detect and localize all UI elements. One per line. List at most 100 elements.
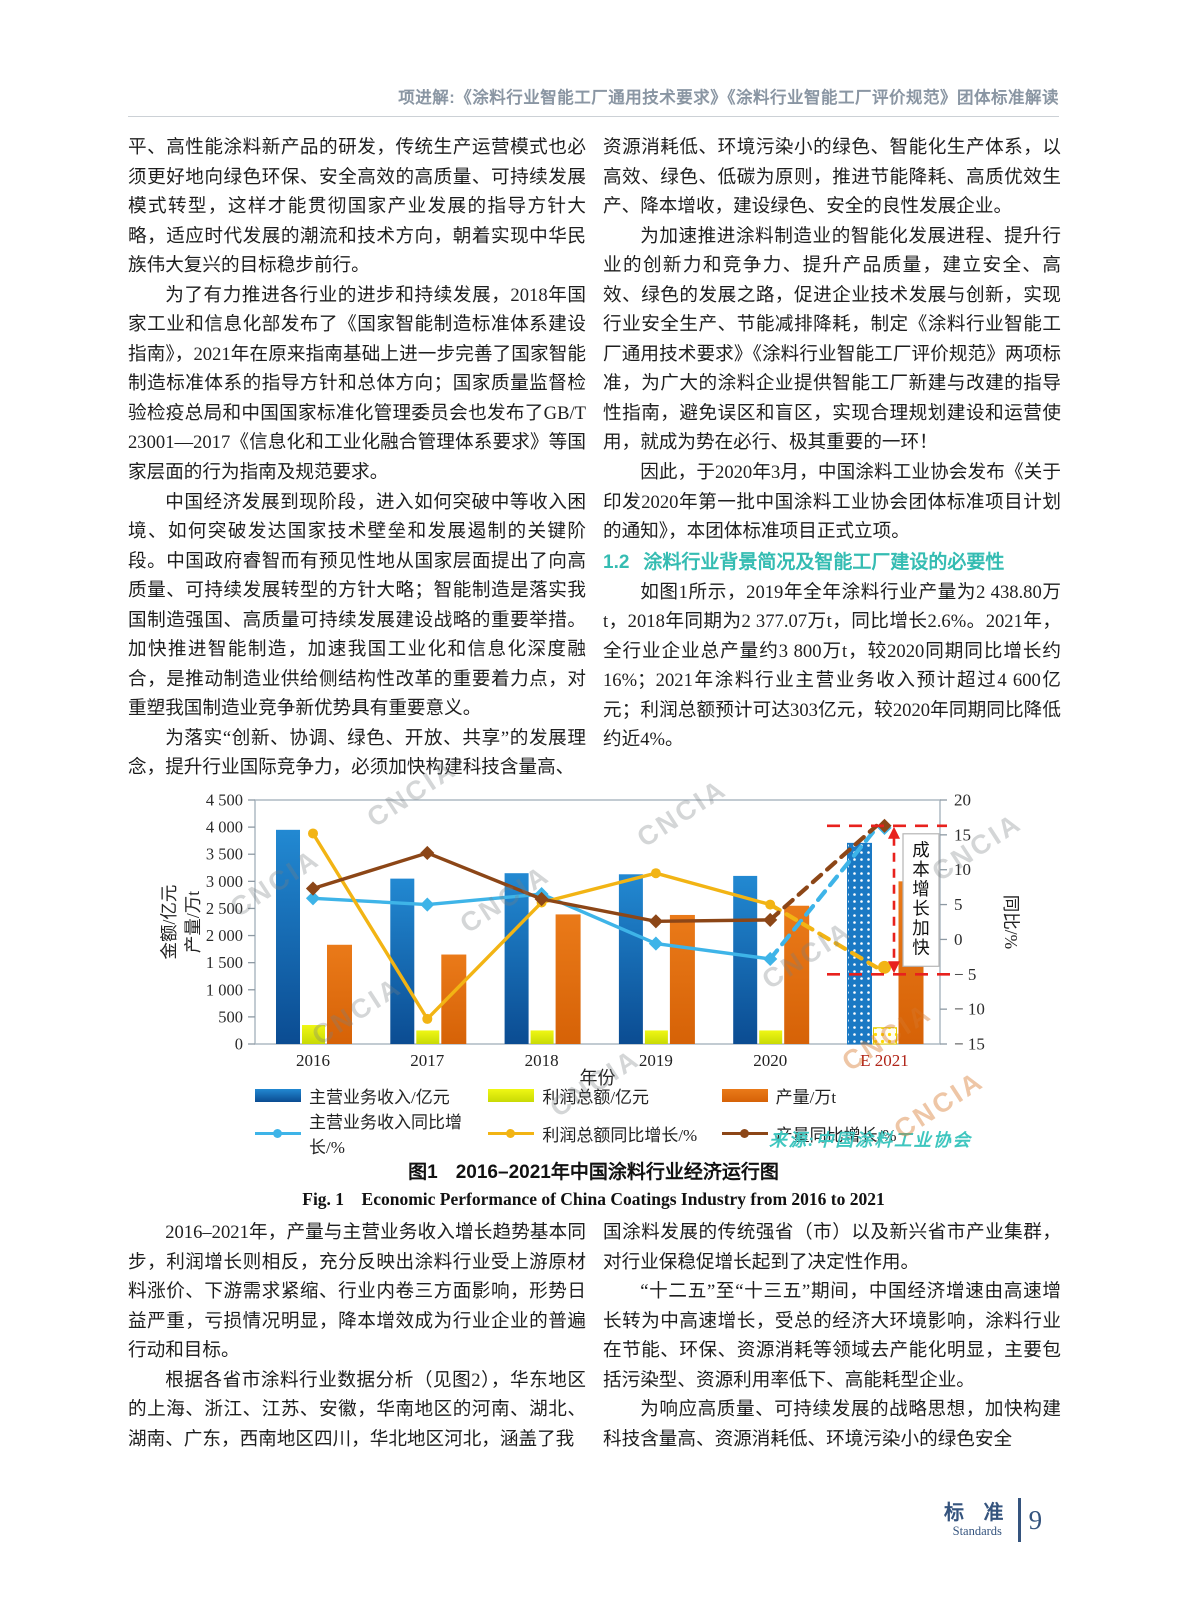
paragraph: 为响应高质量、可持续发展的战略思想，加快构建科技含量高、资源消耗低、环境污染小的… bbox=[603, 1399, 1061, 1450]
bar-0-0 bbox=[276, 829, 300, 1044]
svg-text:2018: 2018 bbox=[525, 1051, 559, 1070]
svg-text:3 500: 3 500 bbox=[206, 845, 243, 864]
svg-text:− 5: − 5 bbox=[954, 965, 976, 984]
legend-swatch bbox=[488, 1089, 535, 1102]
section-number: 1.2 bbox=[603, 551, 630, 573]
footer-section-label: 标 准 Standards bbox=[944, 1502, 1011, 1538]
right-column: 资源消耗低、环境污染小的绿色、智能化生产体系，以高效、绿色、低碳为原则，推进节能… bbox=[603, 133, 1061, 783]
footer-label-zh: 标 准 bbox=[944, 1502, 1011, 1524]
svg-text:金额/亿元: 金额/亿元 bbox=[159, 885, 179, 960]
legend-label: 主营业务收入/亿元 bbox=[309, 1088, 450, 1107]
figure-number: 图1 bbox=[408, 1162, 438, 1183]
figure-caption-en: Fig. 1 Economic Performance of China Coa… bbox=[302, 1189, 885, 1209]
bar-1-3 bbox=[644, 1030, 668, 1044]
svg-text:0: 0 bbox=[954, 930, 963, 949]
data-source-credit: 来源:中国涂料工业协会 bbox=[769, 1130, 972, 1150]
svg-text:3 000: 3 000 bbox=[206, 872, 243, 891]
svg-text:快: 快 bbox=[912, 937, 930, 957]
chart-legend-bars: 主营业务收入/亿元 利润总额/亿元 产量/万t bbox=[255, 1083, 955, 1108]
economic-performance-chart: 0 500 1 000 1 500 2 000 2 500 3 000 3 500 4 000 4… bbox=[159, 791, 1021, 1088]
bar-1-1 bbox=[416, 1030, 440, 1044]
legend-item-bar-2: 产量/万t bbox=[721, 1083, 955, 1108]
bar-2-0 bbox=[327, 944, 352, 1044]
legend-label: 利润总额同比增长/% bbox=[542, 1125, 698, 1145]
svg-text:2019: 2019 bbox=[639, 1051, 673, 1070]
bar-0-3 bbox=[618, 874, 643, 1044]
legend-swatch bbox=[721, 1089, 768, 1102]
svg-text:4 000: 4 000 bbox=[206, 818, 243, 837]
paragraph: 资源消耗低、环境污染小的绿色、智能化生产体系，以高效、绿色、低碳为原则，推进节能… bbox=[603, 137, 1061, 218]
legend-item-line-0: 主营业务收入同比增长/% bbox=[255, 1108, 488, 1158]
legend-line-swatch bbox=[255, 1127, 301, 1140]
legend-line-swatch bbox=[721, 1127, 768, 1140]
svg-text:2 000: 2 000 bbox=[206, 926, 243, 945]
legend-item-line-2: 产量同比增长/% bbox=[721, 1108, 955, 1158]
paragraph: 如图1所示，2019年全年涂料行业产量为2 438.80万t，2018年同期为2… bbox=[603, 581, 1061, 751]
bar-1-4 bbox=[759, 1030, 783, 1044]
svg-text:20: 20 bbox=[954, 791, 971, 810]
paragraph: 为了有力推进各行业的进步和持续发展，2018年国家工业和信息化部发布了《国家智能… bbox=[128, 284, 586, 484]
svg-text:加: 加 bbox=[912, 918, 930, 938]
legend-item-line-1: 利润总额同比增长/% bbox=[488, 1108, 721, 1158]
section-heading-1-2: 1.2 涂料行业背景简况及智能工厂建设的必要性 bbox=[603, 548, 1061, 577]
bar-0-1 bbox=[390, 878, 415, 1044]
legend-label: 利润总额/亿元 bbox=[542, 1088, 650, 1107]
figure-1: 0 500 1 000 1 500 2 000 2 500 3 000 3 500 4 000 4… bbox=[137, 753, 1050, 1164]
header-rule bbox=[128, 116, 1059, 117]
legend-swatch bbox=[255, 1089, 301, 1102]
paragraph: “十二五”至“十三五”期间，中国经济增速由高速增长转为中高速增长，受总的经济大环… bbox=[603, 1281, 1061, 1391]
legend-label: 产量同比增长/% bbox=[775, 1125, 897, 1145]
bar-2-3 bbox=[669, 914, 695, 1044]
svg-text:2016: 2016 bbox=[296, 1051, 330, 1070]
svg-text:1 500: 1 500 bbox=[206, 953, 243, 972]
svg-text:− 15: − 15 bbox=[954, 1035, 985, 1054]
left-column: 平、高性能涂料新产品的研发，传统生产运营模式也必须更好地向绿色环保、安全高效的高… bbox=[128, 133, 586, 783]
bar-1-2 bbox=[530, 1030, 554, 1044]
section-title: 涂料行业背景简况及智能工厂建设的必要性 bbox=[643, 551, 1005, 573]
svg-text:年份: 年份 bbox=[580, 1068, 616, 1087]
bar-0-4 bbox=[733, 875, 758, 1044]
legend-item-bar-0: 主营业务收入/亿元 bbox=[255, 1083, 488, 1108]
svg-text:成: 成 bbox=[912, 840, 930, 860]
bar-0-5 bbox=[847, 842, 872, 1045]
upper-text-block: 平、高性能涂料新产品的研发，传统生产运营模式也必须更好地向绿色环保、安全高效的高… bbox=[128, 133, 1061, 783]
svg-text:10: 10 bbox=[954, 860, 971, 879]
svg-text:2020: 2020 bbox=[753, 1051, 787, 1070]
figure-caption-zh-text: 2016–2021年中国涂料行业经济运行图 bbox=[455, 1162, 779, 1183]
svg-text:增: 增 bbox=[912, 879, 930, 899]
svg-text:2 500: 2 500 bbox=[206, 899, 243, 918]
legend-label: 产量/万t bbox=[775, 1088, 837, 1107]
svg-text:同比/%: 同比/% bbox=[1001, 895, 1021, 949]
svg-text:5: 5 bbox=[954, 895, 963, 914]
footer-label-en: Standards bbox=[952, 1524, 1002, 1538]
paragraph: 根据各省市涂料行业数据分析（见图2），华东地区的上海、浙江、江苏、安徽，华南地区… bbox=[128, 1369, 586, 1450]
bar-0-2 bbox=[504, 873, 529, 1044]
svg-text:2017: 2017 bbox=[410, 1051, 445, 1070]
bar-1-0 bbox=[302, 1025, 325, 1044]
footer-divider-bar bbox=[1017, 1498, 1021, 1542]
svg-text:− 10: − 10 bbox=[954, 1000, 985, 1019]
svg-text:1 000: 1 000 bbox=[206, 980, 243, 999]
page-number: 9 bbox=[1028, 1505, 1043, 1535]
paragraph: 国涂料发展的传统强省（市）以及新兴省市产业集群，对行业保稳促增长起到了决定性作用… bbox=[603, 1222, 1061, 1273]
paragraph: 因此，于2020年3月，中国涂料工业协会发布《关于印发2020年第一批中国涂料工… bbox=[603, 462, 1061, 543]
legend-label: 主营业务收入同比增长/% bbox=[309, 1113, 462, 1157]
svg-text:4 500: 4 500 bbox=[206, 791, 243, 810]
paragraph: 为落实“创新、协调、绿色、开放、共享”的发展理念，提升行业国际竞争力，必须加快构… bbox=[128, 727, 586, 779]
svg-text:产量/万t: 产量/万t bbox=[183, 891, 203, 953]
page-footer: 标 准 Standards 9 bbox=[944, 1498, 1042, 1542]
svg-text:本: 本 bbox=[912, 859, 930, 879]
paragraph: 为加速推进涂料制造业的智能化发展进程、提升行业的创新力和竞争力、提升产品质量，建… bbox=[603, 225, 1061, 454]
chart-legend-lines: 主营业务收入同比增长/% 利润总额同比增长/% 产量同比增长/% bbox=[255, 1108, 955, 1158]
legend-line-swatch bbox=[488, 1127, 535, 1140]
bar-2-2 bbox=[555, 914, 581, 1044]
svg-text:500: 500 bbox=[218, 1007, 243, 1026]
legend-item-bar-1: 利润总额/亿元 bbox=[488, 1083, 721, 1108]
svg-text:长: 长 bbox=[912, 898, 930, 918]
paragraph: 2016–2021年，产量与主营业务收入增长趋势基本同步，利润增长则相反，充分反… bbox=[128, 1222, 586, 1362]
page-header-title: 项进解:《涂料行业智能工厂通用技术要求》《涂料行业智能工厂评价规范》团体标准解读 bbox=[398, 89, 1059, 107]
svg-text:E 2021: E 2021 bbox=[860, 1051, 909, 1070]
svg-text:15: 15 bbox=[954, 825, 971, 844]
bar-1-5 bbox=[873, 1027, 897, 1045]
